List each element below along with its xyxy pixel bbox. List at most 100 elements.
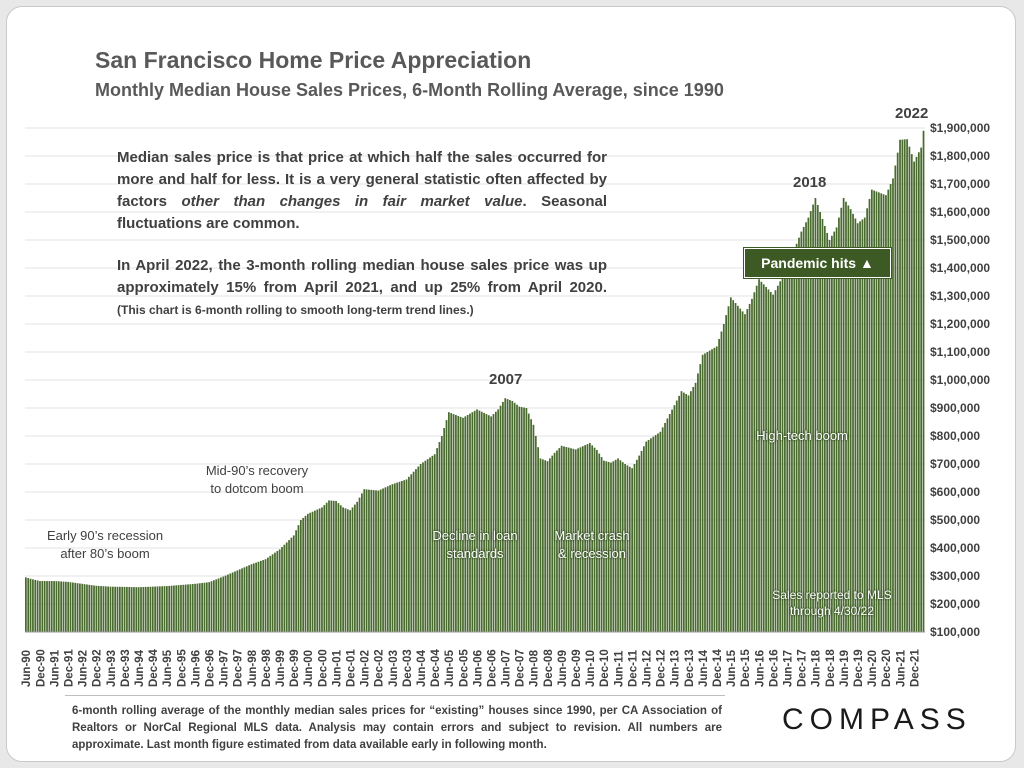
bar — [151, 586, 154, 632]
bar — [156, 586, 159, 632]
year-2018-label: 2018 — [793, 174, 827, 191]
bar — [455, 415, 457, 632]
x-tick-label: Jun-07 — [501, 650, 513, 687]
bar — [321, 507, 323, 632]
bar — [650, 438, 652, 632]
bar — [772, 294, 775, 632]
bar — [50, 581, 53, 632]
bar — [617, 458, 619, 632]
bar — [831, 235, 833, 633]
bar — [896, 152, 899, 632]
y-tick-label: $700,000 — [930, 457, 980, 471]
y-tick-label: $1,100,000 — [930, 345, 990, 359]
bar — [476, 409, 478, 632]
x-tick-label: Dec-95 — [176, 649, 188, 687]
x-tick-label: Dec-20 — [881, 649, 893, 687]
bar — [311, 511, 314, 632]
x-tick-label: Jun-05 — [444, 649, 456, 687]
bar — [565, 447, 568, 632]
bar — [713, 347, 716, 632]
bar — [309, 512, 312, 632]
x-tick-label: Jun-12 — [642, 650, 654, 687]
bar — [666, 418, 669, 632]
bar — [396, 482, 399, 632]
bar — [116, 586, 119, 632]
bar — [638, 455, 641, 632]
bar — [809, 211, 812, 633]
x-tick-label: Jun-97 — [219, 650, 231, 687]
pandemic-callout: Pandemic hits ▲ — [744, 248, 891, 278]
bar — [83, 584, 86, 632]
bar — [358, 497, 361, 632]
bar — [816, 205, 819, 632]
bar — [426, 459, 429, 632]
bar — [751, 298, 753, 632]
bar — [349, 510, 352, 632]
x-tick-label: Jun-04 — [416, 649, 428, 687]
y-tick-label: $200,000 — [930, 597, 980, 611]
bar — [187, 584, 189, 632]
x-tick-label: Dec-96 — [204, 649, 216, 687]
decline-annotation: Decline in loan standards — [432, 528, 518, 561]
bar — [104, 586, 107, 632]
bar — [593, 447, 596, 632]
x-tick-label: Jun-99 — [275, 650, 287, 687]
bar — [415, 469, 417, 632]
bar — [269, 555, 272, 632]
x-tick-label: Dec-91 — [63, 649, 75, 687]
bar — [802, 226, 805, 632]
bar — [819, 212, 822, 632]
footer-divider — [65, 695, 725, 696]
bar — [452, 414, 455, 632]
x-tick-label: Jun-20 — [867, 650, 879, 687]
bar — [539, 458, 542, 632]
bar — [765, 286, 767, 632]
bar — [299, 520, 302, 632]
bar — [845, 201, 847, 632]
bar — [513, 402, 516, 632]
bar — [722, 324, 725, 632]
bar — [224, 575, 227, 632]
bar — [34, 579, 37, 632]
bar — [549, 458, 551, 632]
bar — [673, 405, 676, 632]
bar — [598, 453, 601, 632]
bar — [231, 572, 234, 632]
bar — [372, 490, 375, 632]
bar — [384, 487, 387, 632]
bar — [586, 444, 589, 632]
bar — [130, 587, 133, 632]
bar — [769, 292, 772, 632]
bar — [849, 209, 852, 632]
x-tick-label: Jun-91 — [49, 649, 61, 687]
bar — [671, 409, 673, 632]
y-tick-label: $1,700,000 — [930, 177, 990, 191]
bar — [504, 398, 507, 632]
bar — [339, 505, 342, 632]
bar — [678, 395, 681, 632]
bar — [786, 268, 789, 632]
footer-note: 6-month rolling average of the monthly m… — [72, 705, 722, 751]
bar — [123, 586, 126, 632]
x-tick-label: Dec-94 — [148, 649, 160, 687]
bar — [342, 507, 344, 632]
bar — [534, 436, 537, 632]
bar — [215, 579, 218, 632]
bar — [32, 579, 34, 632]
bar — [621, 462, 624, 632]
x-tick-label: Dec-97 — [233, 649, 245, 687]
bar — [868, 198, 871, 632]
bar — [189, 584, 192, 632]
chart-subtitle: Monthly Median House Sales Prices, 6-Mon… — [95, 80, 724, 100]
bar — [440, 436, 443, 632]
bar — [856, 223, 859, 632]
bar — [419, 464, 422, 632]
bar — [410, 474, 413, 632]
bar — [579, 447, 582, 632]
bar — [450, 413, 453, 632]
bar — [191, 584, 194, 632]
bar — [353, 504, 356, 632]
bar — [694, 382, 697, 632]
bar — [699, 364, 702, 632]
bar — [154, 586, 156, 632]
